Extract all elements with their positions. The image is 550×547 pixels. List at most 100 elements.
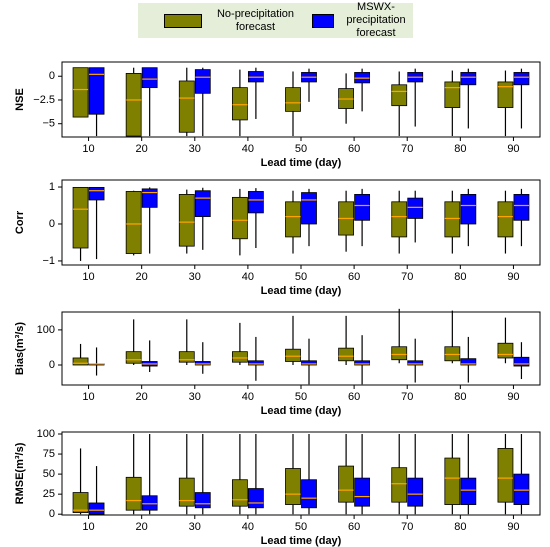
box xyxy=(141,67,158,89)
y-tick-label: −2.5 xyxy=(33,94,55,106)
x-tick-label: 90 xyxy=(507,391,519,403)
x-tick-label: 40 xyxy=(242,271,254,283)
box xyxy=(338,465,355,503)
box xyxy=(354,194,371,221)
box xyxy=(194,492,211,509)
y-tick-label: −5 xyxy=(42,118,55,130)
y-axis-label: Bias(m³/s) xyxy=(14,322,26,376)
box xyxy=(391,201,408,238)
box xyxy=(178,194,195,247)
box xyxy=(513,194,530,221)
x-tick-label: 70 xyxy=(401,271,413,283)
box xyxy=(125,191,142,254)
x-tick-label: 70 xyxy=(401,391,413,403)
x-tick-label: 30 xyxy=(189,143,201,155)
box xyxy=(231,87,248,121)
y-tick-label: 1 xyxy=(49,181,55,193)
box xyxy=(444,81,461,108)
box xyxy=(231,479,248,507)
y-tick-label: −1 xyxy=(42,255,55,267)
legend-label: No-precipitation forecast xyxy=(216,7,295,33)
y-tick-label: 50 xyxy=(43,468,55,480)
box xyxy=(301,479,317,509)
box xyxy=(497,81,514,108)
box xyxy=(194,69,211,94)
box xyxy=(391,346,408,361)
box xyxy=(141,495,158,511)
box xyxy=(247,360,264,366)
box xyxy=(231,351,248,363)
x-tick-label: 40 xyxy=(242,391,254,403)
x-axis-label: Lead time (day) xyxy=(261,157,342,169)
box xyxy=(194,361,211,366)
box xyxy=(460,194,477,225)
x-tick-label: 60 xyxy=(348,391,360,403)
x-tick-label: 30 xyxy=(189,271,201,283)
box xyxy=(285,468,301,505)
x-tick-label: 60 xyxy=(348,143,360,155)
x-tick-label: 20 xyxy=(136,391,148,403)
y-tick-label: 100 xyxy=(37,428,55,440)
box xyxy=(460,72,477,86)
box xyxy=(88,186,105,201)
x-tick-label: 70 xyxy=(401,521,413,533)
x-tick-label: 10 xyxy=(82,391,94,403)
legend-item: MSWX-precipitation forecast xyxy=(312,1,415,39)
x-tick-label: 20 xyxy=(136,143,148,155)
x-tick-label: 80 xyxy=(454,143,466,155)
y-tick-label: 0 xyxy=(49,508,55,520)
x-tick-label: 80 xyxy=(454,271,466,283)
y-tick-label: 100 xyxy=(37,324,55,336)
x-axis-label: Lead time (day) xyxy=(261,405,342,417)
box xyxy=(72,186,89,249)
box xyxy=(391,467,408,503)
box xyxy=(301,360,317,366)
box xyxy=(497,448,514,503)
x-tick-label: 90 xyxy=(507,521,519,533)
box xyxy=(497,201,514,238)
x-tick-label: 80 xyxy=(454,391,466,403)
box xyxy=(513,356,530,367)
x-tick-label: 30 xyxy=(189,521,201,533)
box xyxy=(497,342,514,359)
x-tick-label: 40 xyxy=(242,143,254,155)
y-axis-label: NSE xyxy=(14,88,26,111)
x-tick-label: 90 xyxy=(507,271,519,283)
x-tick-label: 10 xyxy=(82,143,94,155)
x-axis-label: Lead time (day) xyxy=(261,285,342,297)
box xyxy=(285,348,301,362)
x-tick-label: 80 xyxy=(454,521,466,533)
box xyxy=(125,351,142,364)
x-tick-label: 90 xyxy=(507,143,519,155)
legend-label: MSWX-precipitation forecast xyxy=(346,1,406,39)
y-tick-label: 0 xyxy=(49,70,55,82)
box xyxy=(141,188,158,208)
x-tick-label: 10 xyxy=(82,271,94,283)
box xyxy=(231,196,248,240)
box xyxy=(444,457,461,505)
x-tick-label: 70 xyxy=(401,143,413,155)
x-tick-label: 60 xyxy=(348,271,360,283)
box xyxy=(460,477,477,505)
y-axis-label: RMSE(m³/s) xyxy=(14,442,26,504)
y-tick-label: 75 xyxy=(43,448,55,460)
box xyxy=(513,72,530,86)
box xyxy=(338,347,355,362)
box xyxy=(407,477,424,507)
x-tick-label: 50 xyxy=(295,521,307,533)
box xyxy=(407,360,424,366)
box xyxy=(444,201,461,238)
box xyxy=(391,84,408,107)
box xyxy=(88,502,105,515)
x-tick-label: 20 xyxy=(136,271,148,283)
y-tick-label: 0 xyxy=(49,359,55,371)
legend-item: No-precipitation forecast xyxy=(164,3,303,38)
y-tick-label: 0 xyxy=(49,218,55,230)
box xyxy=(178,80,195,133)
box xyxy=(513,473,530,505)
box xyxy=(301,192,317,225)
legend-swatch xyxy=(164,13,202,28)
box xyxy=(354,360,371,366)
x-tick-label: 50 xyxy=(295,391,307,403)
